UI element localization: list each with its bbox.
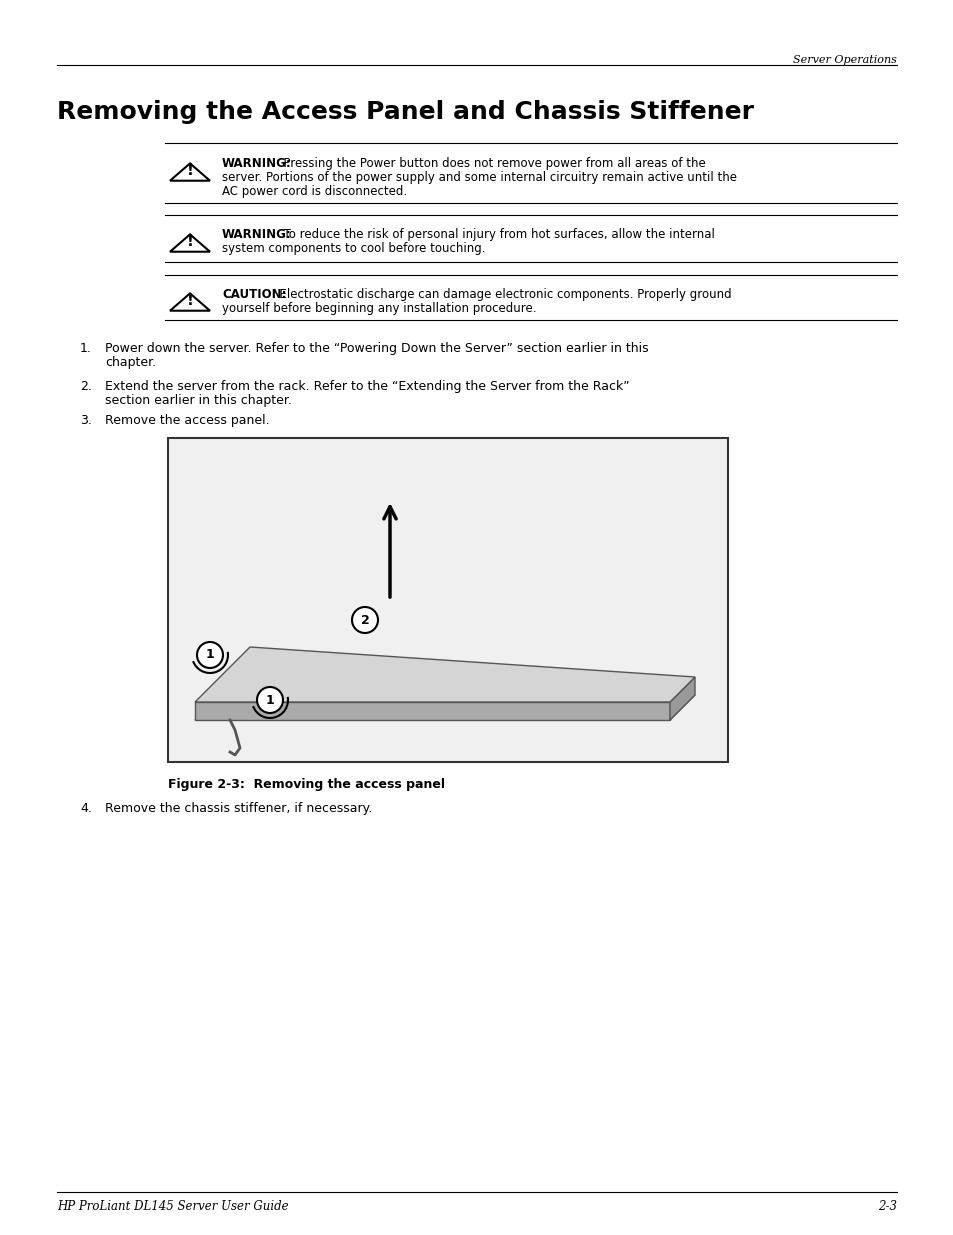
Text: AC power cord is disconnected.: AC power cord is disconnected. bbox=[222, 185, 407, 198]
Circle shape bbox=[196, 642, 223, 668]
Text: Extend the server from the rack. Refer to the “Extending the Server from the Rac: Extend the server from the rack. Refer t… bbox=[105, 380, 629, 393]
Text: Electrostatic discharge can damage electronic components. Properly ground: Electrostatic discharge can damage elect… bbox=[272, 288, 731, 301]
Bar bbox=[168, 438, 727, 762]
Text: 1: 1 bbox=[206, 648, 214, 662]
Text: !: ! bbox=[187, 233, 193, 248]
Text: HP ProLiant DL145 Server User Guide: HP ProLiant DL145 Server User Guide bbox=[57, 1200, 289, 1213]
Text: 1.: 1. bbox=[80, 342, 91, 354]
Text: server. Portions of the power supply and some internal circuitry remain active u: server. Portions of the power supply and… bbox=[222, 170, 737, 184]
Text: 2.: 2. bbox=[80, 380, 91, 393]
Polygon shape bbox=[194, 664, 695, 720]
Text: system components to cool before touching.: system components to cool before touchin… bbox=[222, 242, 485, 254]
Polygon shape bbox=[669, 677, 695, 720]
Text: 1: 1 bbox=[265, 694, 274, 706]
Text: 3.: 3. bbox=[80, 414, 91, 427]
Text: !: ! bbox=[187, 293, 193, 308]
Polygon shape bbox=[194, 701, 669, 720]
Text: 2-3: 2-3 bbox=[877, 1200, 896, 1213]
Text: WARNING:: WARNING: bbox=[222, 228, 292, 241]
Circle shape bbox=[256, 687, 283, 713]
Text: To reduce the risk of personal injury from hot surfaces, allow the internal: To reduce the risk of personal injury fr… bbox=[275, 228, 714, 241]
Text: !: ! bbox=[187, 163, 193, 178]
Text: 4.: 4. bbox=[80, 802, 91, 815]
Text: section earlier in this chapter.: section earlier in this chapter. bbox=[105, 394, 292, 408]
Text: CAUTION:: CAUTION: bbox=[222, 288, 286, 301]
Text: Removing the Access Panel and Chassis Stiffener: Removing the Access Panel and Chassis St… bbox=[57, 100, 753, 124]
Polygon shape bbox=[194, 647, 695, 701]
Text: chapter.: chapter. bbox=[105, 356, 156, 369]
Text: 2: 2 bbox=[360, 614, 369, 626]
Text: Pressing the Power button does not remove power from all areas of the: Pressing the Power button does not remov… bbox=[275, 157, 705, 170]
Circle shape bbox=[352, 606, 377, 634]
Text: WARNING:: WARNING: bbox=[222, 157, 292, 170]
Text: Server Operations: Server Operations bbox=[792, 56, 896, 65]
Text: Remove the chassis stiffener, if necessary.: Remove the chassis stiffener, if necessa… bbox=[105, 802, 372, 815]
Text: Power down the server. Refer to the “Powering Down the Server” section earlier i: Power down the server. Refer to the “Pow… bbox=[105, 342, 648, 354]
Text: Figure 2-3:  Removing the access panel: Figure 2-3: Removing the access panel bbox=[168, 778, 444, 790]
Text: Remove the access panel.: Remove the access panel. bbox=[105, 414, 270, 427]
Text: yourself before beginning any installation procedure.: yourself before beginning any installati… bbox=[222, 303, 536, 315]
